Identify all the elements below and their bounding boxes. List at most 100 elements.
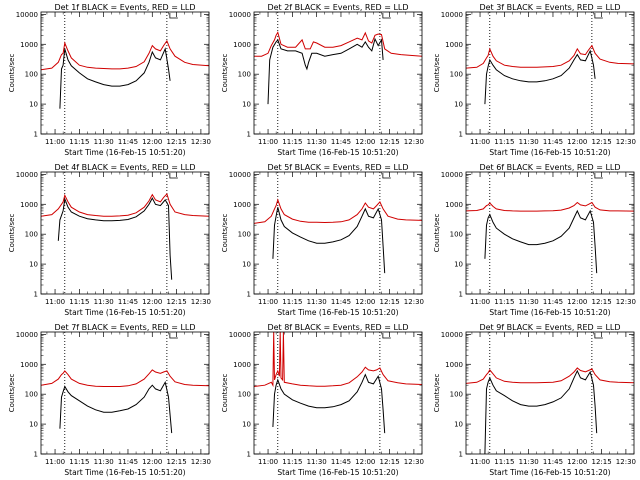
- y-axis-label: Counts/sec: [221, 374, 229, 413]
- x-tick-label: 11:00: [470, 138, 490, 146]
- x-tick-label: 11:15: [494, 298, 514, 306]
- y-tick-label: 1000: [20, 201, 38, 209]
- x-tick-label: 11:30: [94, 298, 114, 306]
- y-tick-label: 1: [247, 451, 251, 459]
- x-tick-label: 12:15: [591, 138, 611, 146]
- plot-frame: [40, 11, 210, 135]
- y-tick-label: 10000: [16, 331, 38, 339]
- x-tick-label: 12:30: [404, 298, 424, 306]
- events-series-line: [272, 207, 386, 274]
- x-tick-label: 12:00: [567, 458, 587, 466]
- x-tick-label: 12:30: [616, 298, 636, 306]
- x-tick-label: 12:00: [142, 458, 162, 466]
- detector-panel: Det 3f BLACK = Events, RED = LLD Counts/s…: [433, 3, 636, 157]
- events-series-line: [59, 380, 173, 434]
- y-axis-label: Counts/sec: [8, 374, 16, 413]
- x-axis-label: Start Time (16-Feb-15 10:51:20): [277, 468, 398, 477]
- y-tick-label: 1: [34, 131, 38, 139]
- x-tick-label: 12:30: [191, 458, 211, 466]
- x-tick-label: 11:45: [118, 458, 138, 466]
- lld-series-line: [254, 332, 422, 388]
- lld-series-line: [254, 198, 422, 224]
- y-axis-label: Counts/sec: [8, 214, 16, 253]
- x-tick-label: 12:30: [191, 298, 211, 306]
- bracket-glyph: [169, 333, 178, 339]
- x-tick-label: 12:30: [616, 458, 636, 466]
- x-axis-label: Start Time (16-Feb-15 10:51:20): [277, 308, 398, 317]
- y-tick-label: 10: [29, 101, 38, 109]
- detector-panel: Det 1f BLACK = Events, RED = LLD Counts/s…: [8, 3, 211, 157]
- x-tick-label: 11:45: [118, 298, 138, 306]
- detector-panel: Det 5f BLACK = Events, RED = LLD Counts/s…: [221, 163, 424, 317]
- x-tick-label: 12:30: [404, 138, 424, 146]
- events-series-line: [59, 47, 171, 109]
- bracket-glyph: [382, 13, 391, 19]
- y-tick-label: 100: [238, 71, 251, 79]
- x-tick-label: 11:15: [494, 458, 514, 466]
- lld-series-line: [466, 44, 634, 69]
- events-series-line: [267, 37, 384, 105]
- y-tick-label: 1: [247, 131, 251, 139]
- lld-series-line: [41, 369, 209, 387]
- y-tick-label: 1: [34, 451, 38, 459]
- y-tick-label: 1000: [445, 201, 463, 209]
- y-tick-label: 100: [450, 231, 463, 239]
- y-tick-label: 1000: [445, 41, 463, 49]
- y-tick-label: 100: [25, 391, 38, 399]
- bracket-glyph: [382, 333, 391, 339]
- bracket-glyph: [382, 173, 391, 179]
- x-tick-label: 11:00: [258, 298, 278, 306]
- x-tick-label: 12:15: [379, 138, 399, 146]
- x-tick-label: 11:15: [69, 298, 89, 306]
- y-tick-label: 100: [25, 231, 38, 239]
- events-series-line: [272, 373, 386, 434]
- x-tick-label: 12:30: [191, 138, 211, 146]
- y-tick-label: 1000: [233, 361, 251, 369]
- y-tick-label: 10000: [441, 171, 463, 179]
- panel-title: Det 4f BLACK = Events, RED = LLD: [54, 163, 195, 172]
- x-tick-label: 11:45: [543, 458, 563, 466]
- y-tick-label: 1000: [233, 41, 251, 49]
- x-tick-label: 11:00: [45, 138, 65, 146]
- panel-title: Det 7f BLACK = Events, RED = LLD: [54, 323, 195, 332]
- y-tick-label: 10000: [441, 11, 463, 19]
- plot-frame: [253, 331, 423, 455]
- x-axis-label: Start Time (16-Feb-15 10:51:20): [64, 468, 185, 477]
- y-tick-label: 100: [25, 71, 38, 79]
- x-tick-label: 12:15: [379, 458, 399, 466]
- panel-title: Det 9f BLACK = Events, RED = LLD: [479, 323, 620, 332]
- x-axis-label: Start Time (16-Feb-15 10:51:20): [64, 148, 185, 157]
- x-tick-label: 12:00: [142, 298, 162, 306]
- bracket-glyph: [594, 13, 603, 19]
- plot-frame: [253, 11, 423, 135]
- y-tick-label: 10: [242, 421, 251, 429]
- y-tick-label: 10000: [229, 11, 251, 19]
- x-tick-label: 12:00: [355, 458, 375, 466]
- x-axis-label: Start Time (16-Feb-15 10:51:20): [489, 308, 610, 317]
- x-tick-label: 12:30: [616, 138, 636, 146]
- x-tick-label: 12:00: [142, 138, 162, 146]
- events-series-line: [484, 369, 598, 454]
- plot-frame: [40, 331, 210, 455]
- y-tick-label: 10: [242, 101, 251, 109]
- plot-frame: [40, 171, 210, 295]
- x-tick-label: 12:00: [567, 298, 587, 306]
- x-tick-label: 11:45: [543, 138, 563, 146]
- lld-series-line: [41, 193, 209, 217]
- bracket-glyph: [169, 13, 178, 19]
- x-tick-label: 12:30: [404, 458, 424, 466]
- x-tick-label: 11:30: [94, 458, 114, 466]
- lld-series-line: [254, 31, 422, 57]
- y-axis-label: Counts/sec: [433, 54, 441, 93]
- x-tick-label: 11:45: [331, 298, 351, 306]
- plot-frame: [465, 171, 635, 295]
- panel-title: Det 5f BLACK = Events, RED = LLD: [267, 163, 408, 172]
- y-tick-label: 1000: [233, 201, 251, 209]
- x-axis-label: Start Time (16-Feb-15 10:51:20): [64, 308, 185, 317]
- x-tick-label: 11:30: [307, 298, 327, 306]
- detector-panel: Det 2f BLACK = Events, RED = LLD Counts/s…: [221, 3, 424, 157]
- y-tick-label: 1: [247, 291, 251, 299]
- y-tick-label: 10000: [16, 171, 38, 179]
- y-axis-label: Counts/sec: [433, 214, 441, 253]
